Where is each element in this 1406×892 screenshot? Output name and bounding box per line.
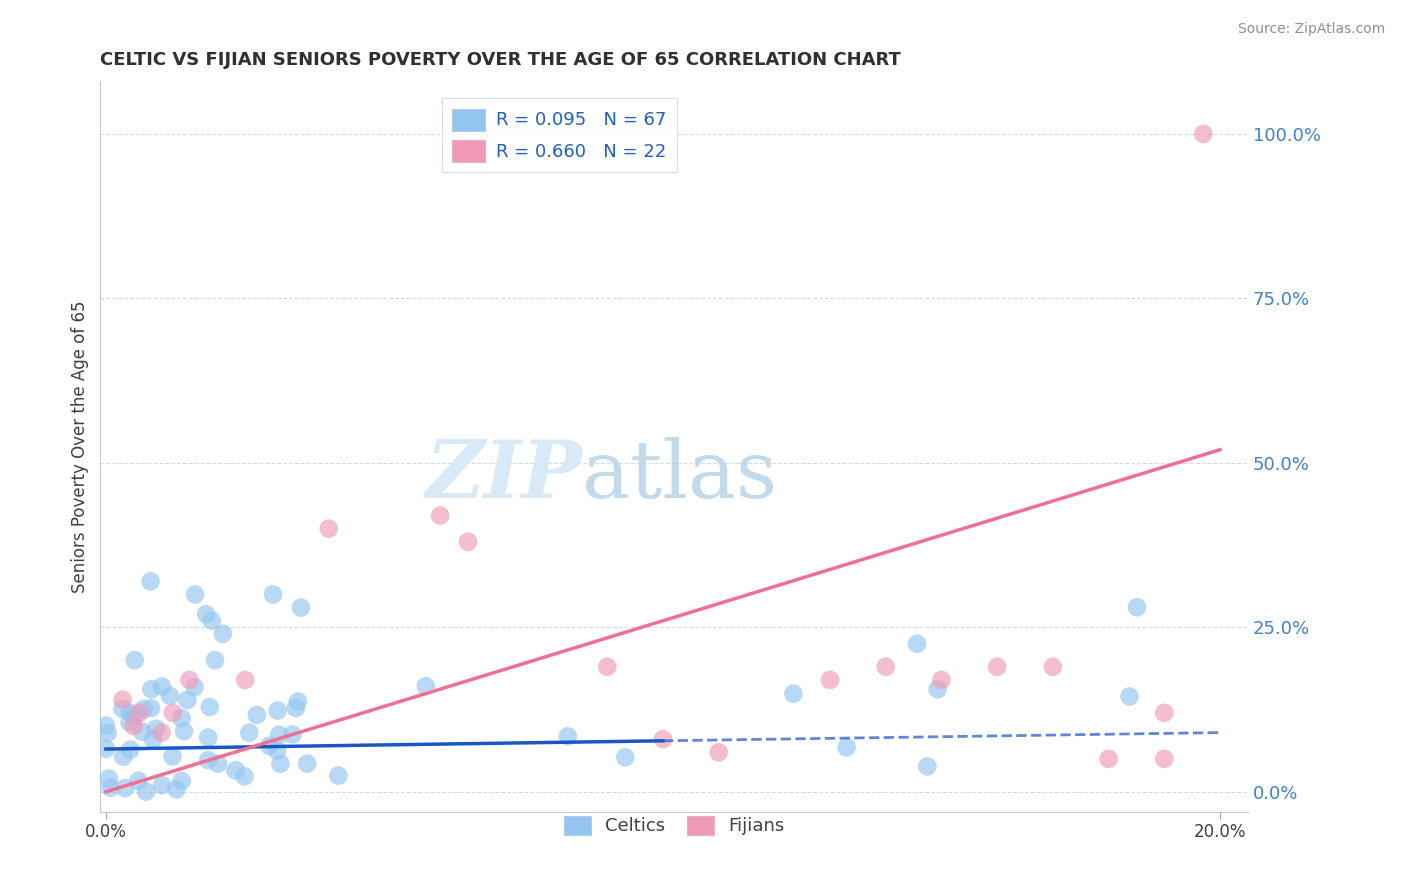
Point bbox=[170, 773, 193, 788]
Point bbox=[835, 740, 858, 755]
Point bbox=[179, 673, 201, 687]
Point bbox=[212, 627, 235, 641]
Point bbox=[875, 660, 897, 674]
Point bbox=[118, 715, 141, 730]
Point bbox=[97, 772, 120, 786]
Point bbox=[1126, 600, 1149, 615]
Point bbox=[931, 673, 953, 687]
Point bbox=[204, 653, 226, 667]
Point bbox=[269, 756, 291, 771]
Point bbox=[429, 508, 451, 523]
Point bbox=[287, 694, 309, 708]
Point bbox=[225, 764, 247, 778]
Point bbox=[170, 711, 193, 725]
Y-axis label: Seniors Poverty Over the Age of 65: Seniors Poverty Over the Age of 65 bbox=[72, 301, 89, 592]
Point bbox=[1192, 127, 1215, 141]
Point bbox=[131, 724, 153, 739]
Point bbox=[197, 731, 219, 745]
Legend: Celtics, Fijians: Celtics, Fijians bbox=[557, 808, 792, 843]
Point bbox=[166, 782, 188, 797]
Point bbox=[150, 680, 173, 694]
Point bbox=[198, 700, 221, 714]
Point bbox=[197, 753, 219, 767]
Point bbox=[120, 706, 142, 720]
Point bbox=[318, 522, 340, 536]
Point bbox=[266, 704, 288, 718]
Point bbox=[207, 756, 229, 771]
Point bbox=[114, 781, 136, 796]
Point bbox=[120, 742, 142, 756]
Point bbox=[111, 702, 134, 716]
Point bbox=[139, 574, 162, 589]
Point bbox=[1118, 690, 1140, 704]
Point bbox=[159, 689, 181, 703]
Point bbox=[100, 780, 122, 795]
Point bbox=[111, 692, 134, 706]
Point bbox=[233, 769, 256, 783]
Point bbox=[112, 749, 135, 764]
Point bbox=[184, 587, 207, 601]
Point bbox=[124, 653, 146, 667]
Point bbox=[927, 682, 949, 697]
Point bbox=[262, 587, 284, 601]
Point bbox=[1097, 752, 1119, 766]
Point bbox=[124, 709, 146, 723]
Point bbox=[457, 534, 479, 549]
Point bbox=[614, 750, 637, 764]
Point bbox=[1042, 660, 1064, 674]
Point bbox=[328, 768, 350, 782]
Point bbox=[233, 673, 256, 687]
Point bbox=[238, 725, 260, 739]
Point bbox=[290, 600, 312, 615]
Point bbox=[284, 701, 307, 715]
Point bbox=[173, 724, 195, 739]
Point bbox=[139, 701, 162, 715]
Point bbox=[132, 702, 155, 716]
Point bbox=[818, 673, 841, 687]
Point bbox=[122, 719, 145, 733]
Point bbox=[176, 693, 198, 707]
Point bbox=[127, 773, 149, 788]
Point bbox=[986, 660, 1008, 674]
Text: atlas: atlas bbox=[582, 437, 778, 515]
Point bbox=[150, 725, 173, 739]
Point bbox=[905, 637, 928, 651]
Point bbox=[201, 614, 224, 628]
Text: Source: ZipAtlas.com: Source: ZipAtlas.com bbox=[1237, 22, 1385, 37]
Point bbox=[97, 726, 120, 740]
Point bbox=[142, 732, 165, 747]
Point bbox=[94, 742, 117, 756]
Point bbox=[257, 739, 280, 753]
Point bbox=[135, 784, 157, 798]
Point bbox=[1153, 706, 1175, 720]
Point bbox=[195, 607, 218, 622]
Point bbox=[246, 708, 269, 723]
Point bbox=[183, 680, 205, 694]
Point bbox=[281, 727, 304, 741]
Point bbox=[297, 756, 319, 771]
Point bbox=[596, 660, 619, 674]
Point bbox=[652, 732, 675, 747]
Point bbox=[415, 679, 437, 693]
Point bbox=[128, 706, 150, 720]
Text: ZIP: ZIP bbox=[426, 437, 582, 515]
Point bbox=[266, 743, 288, 757]
Point bbox=[917, 759, 939, 773]
Text: CELTIC VS FIJIAN SENIORS POVERTY OVER THE AGE OF 65 CORRELATION CHART: CELTIC VS FIJIAN SENIORS POVERTY OVER TH… bbox=[100, 51, 901, 69]
Point bbox=[141, 682, 163, 697]
Point bbox=[145, 722, 167, 736]
Point bbox=[557, 730, 579, 744]
Point bbox=[782, 687, 804, 701]
Point bbox=[162, 749, 184, 764]
Point bbox=[269, 728, 291, 742]
Point bbox=[162, 706, 184, 720]
Point bbox=[150, 778, 173, 792]
Point bbox=[707, 745, 730, 759]
Point bbox=[94, 718, 117, 732]
Point bbox=[1153, 752, 1175, 766]
